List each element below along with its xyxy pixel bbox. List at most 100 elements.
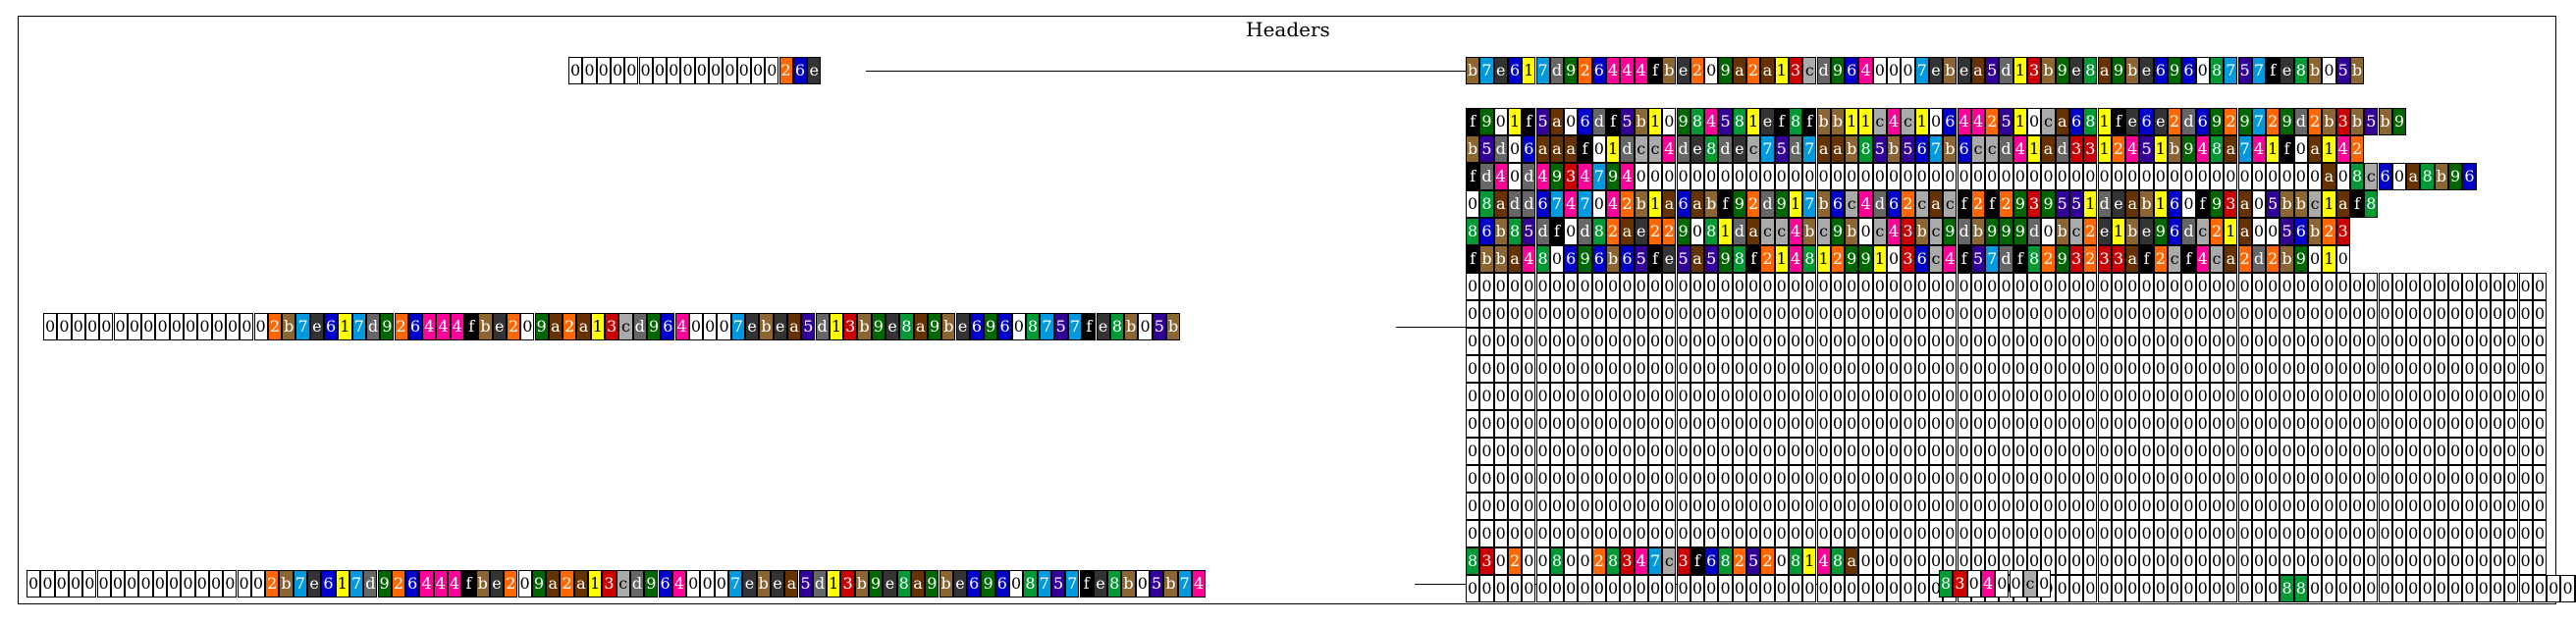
hex-cell: 0 [1999, 410, 2013, 438]
hex-cell: 0 [1830, 355, 1846, 383]
hex-cell: 5 [801, 313, 816, 340]
hex-cell: 0 [1732, 163, 1746, 190]
hex-cell: 0 [2490, 273, 2505, 300]
hex-cell: 9 [2280, 108, 2294, 135]
hex-cell: 0 [1620, 438, 1635, 465]
hex-cell: 0 [1718, 163, 1733, 190]
hex-cell: 3 [843, 313, 858, 340]
hex-cell: 0 [1704, 300, 1719, 328]
hex-cell: 0 [1690, 438, 1705, 465]
hex-cell: 0 [1732, 410, 1746, 438]
hex-cell: 6 [2139, 108, 2154, 135]
hex-cell: 0 [1718, 355, 1733, 383]
hex-cell: b [1466, 57, 1480, 84]
hex-cell: 0 [1802, 493, 1817, 520]
hex-cell: 0 [1493, 108, 1508, 135]
hex-cell: 4 [1634, 57, 1648, 84]
hex-cell: 0 [1858, 410, 1873, 438]
hex-cell: 0 [1887, 520, 1902, 547]
hex-cell: 8 [1732, 245, 1746, 273]
hex-cell: 0 [709, 57, 724, 84]
hex-cell: 0 [2251, 520, 2267, 547]
hex-cell: 0 [1774, 438, 1789, 465]
hex-cell: 0 [2308, 328, 2323, 355]
hex-cell: c [1746, 135, 1761, 163]
hex-cell: 2 [504, 570, 518, 598]
hex-cell: 0 [2293, 547, 2308, 575]
hex-cell: 0 [1774, 328, 1789, 355]
hex-cell: 0 [2041, 328, 2056, 355]
hex-cell: 0 [1535, 273, 1550, 300]
hex-cell: 0 [1606, 355, 1621, 383]
hex-cell: 2 [2083, 245, 2098, 273]
hex-cell: 0 [1578, 575, 1592, 602]
hex-cell: 0 [2308, 520, 2323, 547]
hex-cell: 0 [1760, 493, 1775, 520]
hex-cell: d [1999, 245, 2013, 273]
hex-cell: 2 [2308, 108, 2323, 135]
hex-cell: 0 [1507, 135, 1523, 163]
hex-cell: 0 [2237, 465, 2252, 493]
hex-cell: 0 [2490, 465, 2505, 493]
hex-cell: d [365, 313, 381, 340]
hex-cell: 0 [1564, 328, 1579, 355]
hex-cell: 0 [2125, 273, 2140, 300]
hex-cell: 0 [1718, 575, 1733, 602]
hex-cell: 0 [2308, 465, 2323, 493]
hex-cell: 0 [2195, 328, 2210, 355]
hex-cell: 0 [1535, 355, 1550, 383]
hex-cell: d [1549, 57, 1565, 84]
hex-cell: 0 [2068, 163, 2084, 190]
hex-cell: 0 [2041, 163, 2056, 190]
hex-cell: 0 [2308, 245, 2323, 273]
hex-cell: 0 [1901, 547, 1915, 575]
hex-cell: 0 [1704, 163, 1719, 190]
hex-cell: 0 [2168, 163, 2182, 190]
hex-cell: 0 [1901, 383, 1915, 410]
hex-cell: 0 [2308, 383, 2323, 410]
hex-cell: 0 [1901, 163, 1915, 190]
hex-cell: 0 [1746, 163, 1761, 190]
hex-cell: 0 [2280, 438, 2294, 465]
hex-cell: 0 [2420, 520, 2435, 547]
hex-cell: 9 [1676, 218, 1690, 245]
hex-cell: 1 [590, 313, 605, 340]
hex-cell: 0 [2251, 355, 2267, 383]
hex-cell: 9 [1732, 190, 1746, 218]
hex-cell: 0 [736, 57, 751, 84]
hex-cell: 7 [2224, 57, 2238, 84]
hex-cell: 0 [1830, 300, 1846, 328]
hex-cell: 0 [2518, 575, 2533, 602]
hex-cell: 0 [1507, 383, 1523, 410]
hex-cell: 0 [1676, 575, 1690, 602]
hex-cell: d [632, 313, 647, 340]
hex-cell: 4 [1578, 163, 1592, 190]
hex-cell: 0 [1788, 465, 1803, 493]
hex-cell: e [2068, 57, 2084, 84]
hex-cell: 0 [1620, 328, 1635, 355]
hex-cell: 9 [1718, 57, 1733, 84]
hex-cell: c [1802, 57, 1817, 84]
hex-cell: 0 [2280, 520, 2294, 547]
hex-cell: 0 [1704, 273, 1719, 300]
hex-cell: 0 [2251, 547, 2267, 575]
hex-cell: 0 [2322, 493, 2336, 520]
hex-cell: 1 [2153, 135, 2168, 163]
hex-cell: 0 [2476, 575, 2491, 602]
hex-cell: f [1647, 245, 1663, 273]
hex-cell: 0 [2224, 438, 2238, 465]
hex-cell: 5 [798, 570, 813, 598]
hex-cell: 0 [2027, 355, 2042, 383]
hex-cell: 0 [2224, 493, 2238, 520]
hex-cell: 0 [2406, 438, 2421, 465]
hex-cell: 0 [1816, 273, 1831, 300]
hex-cell: b [2280, 245, 2294, 273]
hex-cell: 0 [1858, 163, 1873, 190]
hex-cell: 2 [2266, 245, 2281, 273]
hex-cell: 0 [1690, 520, 1705, 547]
hex-cell: 0 [1718, 328, 1733, 355]
hex-cell: 0 [1985, 410, 2000, 438]
hex-cell: 0 [2209, 520, 2225, 547]
hex-cell: 0 [1858, 465, 1873, 493]
hex-cell: 0 [2083, 493, 2098, 520]
